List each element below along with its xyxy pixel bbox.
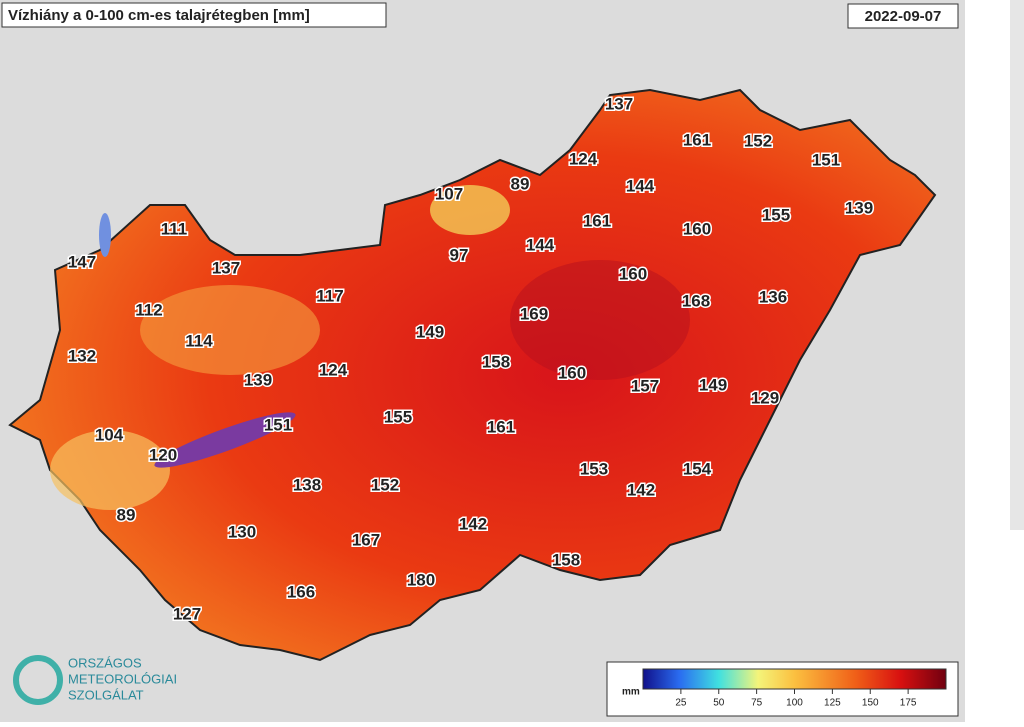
dry-zone — [50, 430, 170, 510]
lake — [99, 213, 111, 257]
station-value: 168 — [682, 291, 710, 310]
station-value: 167 — [352, 530, 380, 549]
station-value: 130 — [228, 522, 256, 541]
station-value: 136 — [759, 287, 787, 306]
station-value: 97 — [450, 245, 469, 264]
wet-zone — [510, 260, 690, 380]
date: 2022-09-07 — [865, 8, 942, 25]
station-value: 89 — [511, 174, 530, 193]
station-value: 137 — [212, 258, 240, 277]
legend-tick-label: 50 — [713, 698, 725, 709]
logo-text: SZOLGÁLAT — [68, 687, 144, 702]
station-value: 169 — [520, 304, 548, 323]
station-value: 127 — [173, 604, 201, 623]
legend-tick-label: 100 — [786, 698, 803, 709]
legend-tick-label: 25 — [675, 698, 687, 709]
station-value: 160 — [683, 219, 711, 238]
station-value: 155 — [762, 205, 790, 224]
station-value: 149 — [416, 322, 444, 341]
station-value: 180 — [407, 570, 435, 589]
station-value: 117 — [316, 286, 343, 305]
station-value: 139 — [244, 370, 272, 389]
station-value: 151 — [264, 415, 292, 434]
logo-icon — [13, 655, 63, 705]
logo-text: ORSZÁGOS — [68, 655, 142, 670]
station-value: 157 — [631, 376, 659, 395]
legend-unit: mm — [622, 687, 640, 698]
colorbar — [642, 668, 947, 690]
title: Vízhiány a 0-100 cm-es talajrétegben [mm… — [8, 7, 310, 24]
station-value: 158 — [482, 352, 510, 371]
legend-tick-label: 125 — [824, 698, 841, 709]
station-value: 114 — [185, 331, 213, 350]
station-value: 153 — [580, 459, 608, 478]
logo-text: METEOROLÓGIAI — [68, 671, 177, 686]
station-value: 142 — [627, 480, 655, 499]
hungary — [8, 88, 937, 662]
station-value: 147 — [68, 252, 96, 271]
station-value: 142 — [459, 514, 487, 533]
station-value: 149 — [699, 375, 727, 394]
station-value: 161 — [683, 130, 711, 149]
station-value: 144 — [626, 176, 655, 195]
station-value: 160 — [619, 264, 647, 283]
station-value: 151 — [812, 150, 840, 169]
dry-zone — [430, 185, 510, 235]
dry-zone — [140, 285, 320, 375]
station-value: 89 — [117, 505, 136, 524]
station-value: 152 — [371, 475, 399, 494]
legend-tick-label: 150 — [862, 698, 879, 709]
station-value: 161 — [583, 211, 611, 230]
legend-tick-label: 175 — [900, 698, 917, 709]
scrollbar — [1010, 0, 1024, 530]
station-value: 158 — [552, 550, 580, 569]
station-value: 161 — [487, 417, 515, 436]
lake-balaton — [154, 412, 296, 468]
station-value: 138 — [293, 475, 321, 494]
station-value: 166 — [287, 582, 315, 601]
station-value: 139 — [845, 198, 873, 217]
station-value: 155 — [384, 407, 412, 426]
station-value: 144 — [526, 235, 555, 254]
station-value: 104 — [95, 425, 124, 444]
station-value: 152 — [744, 131, 772, 150]
station-value: 132 — [68, 346, 96, 365]
title-box — [1, 2, 387, 28]
station-value: 120 — [149, 445, 177, 464]
station-value: 137 — [605, 94, 633, 113]
station-value: 124 — [569, 149, 598, 168]
station-value: 129 — [751, 388, 779, 407]
date-box — [847, 3, 959, 29]
station-value: 154 — [683, 459, 712, 478]
station-value: 112 — [135, 300, 162, 319]
station-value: 107 — [435, 184, 463, 203]
station-value: 124 — [319, 360, 348, 379]
legend-tick-label: 75 — [751, 698, 763, 709]
station-value: 160 — [558, 363, 586, 382]
station-value: 111 — [161, 219, 188, 238]
